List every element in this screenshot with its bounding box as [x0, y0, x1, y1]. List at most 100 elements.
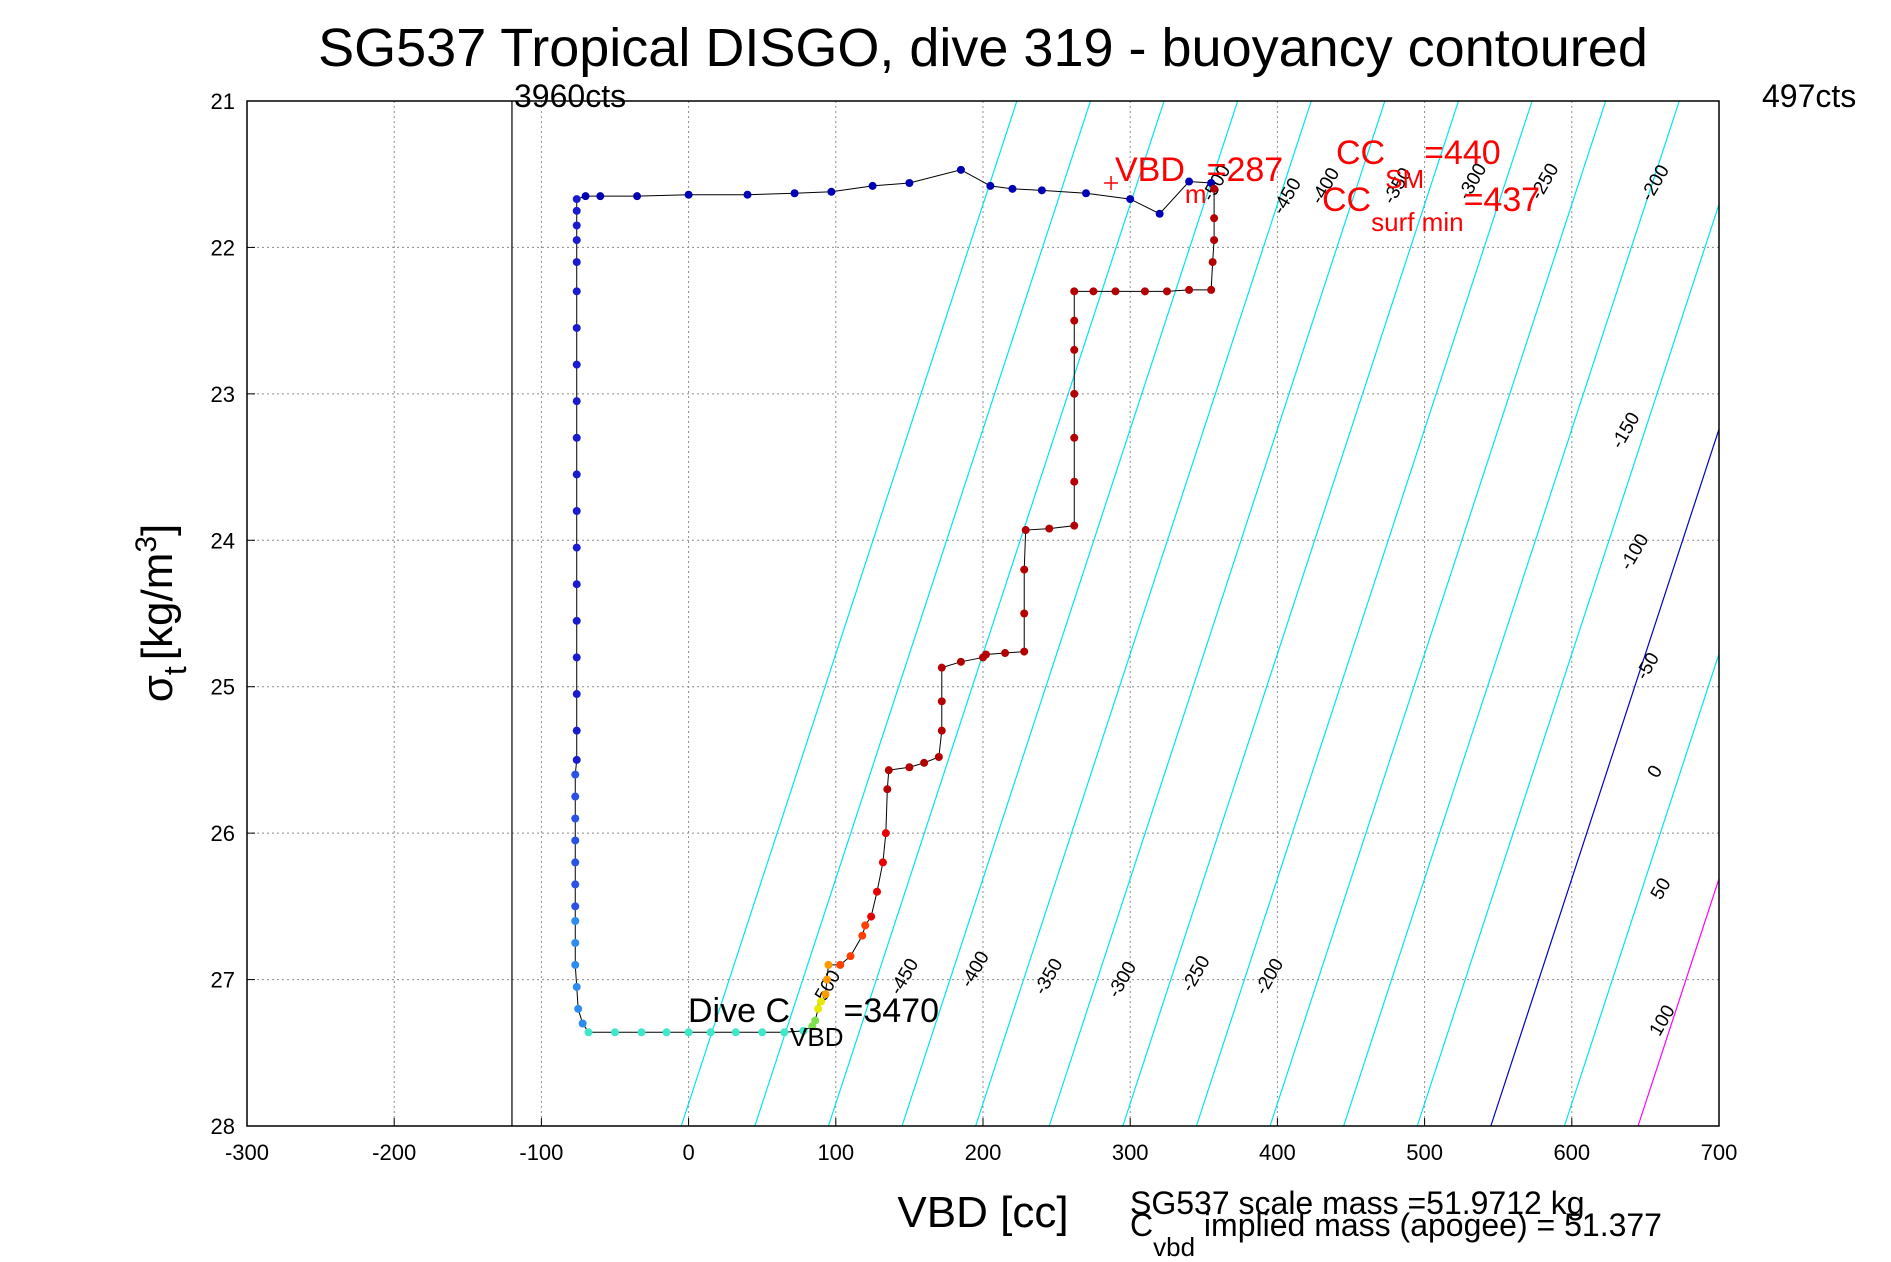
data-point — [1126, 195, 1135, 204]
cc-sm-annotation: CCSM=440 — [1336, 134, 1501, 194]
data-point — [1070, 316, 1079, 325]
data-point — [571, 814, 580, 823]
data-point — [811, 1016, 820, 1025]
data-point — [571, 902, 580, 911]
data-point — [596, 192, 605, 201]
dive-trace — [574, 169, 1215, 1033]
contour-labels: -500 -450 -400 -350 -300 -250 -200-500 -450 -400… — [808, 160, 1680, 1040]
data-point — [1001, 649, 1010, 658]
data-point — [572, 543, 581, 552]
data-point — [861, 921, 870, 930]
data-point — [572, 580, 581, 589]
data-point — [867, 912, 876, 921]
contour-line — [1048, 100, 1386, 1127]
cc-surf-value: =437 — [1464, 181, 1541, 219]
contour-line — [1416, 204, 1720, 1127]
data-point — [684, 190, 693, 199]
data-point — [827, 187, 836, 196]
vbd-m-value: =287 — [1207, 151, 1284, 189]
data-point — [662, 1028, 671, 1037]
data-point — [1070, 287, 1079, 296]
vbd-marker — [1104, 176, 1119, 190]
data-point — [572, 397, 581, 406]
scale-mass-note: SG537 scale mass =51.9712 kg — [1130, 1185, 1585, 1221]
data-point — [578, 1019, 587, 1028]
data-point — [758, 1028, 767, 1037]
data-point — [920, 758, 929, 767]
data-point — [571, 792, 580, 801]
cc-sm-value: =440 — [1424, 134, 1501, 172]
x-tick-label: 600 — [1553, 1140, 1590, 1165]
data-point — [572, 221, 581, 230]
contour-label: -150 — [1607, 409, 1644, 452]
data-point — [633, 192, 642, 201]
right-top-label: 497cts — [1762, 78, 1856, 114]
data-point — [731, 1028, 740, 1037]
contour-line — [1122, 100, 1460, 1127]
data-point — [1070, 477, 1079, 486]
data-point — [572, 287, 581, 296]
data-point — [571, 938, 580, 947]
data-point — [1210, 214, 1219, 223]
data-point — [836, 960, 845, 969]
data-point — [799, 1026, 808, 1035]
contour-line — [827, 100, 1165, 1127]
data-point — [572, 726, 581, 735]
data-point — [868, 181, 877, 190]
cc-sm-main: CC — [1336, 134, 1385, 172]
x-tick-label: 700 — [1701, 1140, 1738, 1165]
cc-surf-annotation: CCsurf min=437 — [1322, 181, 1540, 237]
y-axis-label: σt [kg/m3] — [130, 524, 193, 703]
x-tick-label: -100 — [519, 1140, 563, 1165]
data-point — [1037, 186, 1046, 195]
contour-line — [680, 100, 1018, 1127]
data-point — [1021, 526, 1030, 535]
data-point — [1111, 287, 1120, 296]
data-point — [572, 982, 581, 991]
data-point — [1070, 433, 1079, 442]
dive-cvbd-sub: VBD — [790, 1022, 843, 1052]
data-point — [956, 165, 965, 174]
data-point — [1045, 524, 1054, 533]
implied-mass-note: Cvbd implied mass (apogee) = 51.377 — [1130, 1207, 1662, 1262]
data-point — [1185, 285, 1194, 294]
data-point — [873, 887, 882, 896]
x-tick-label: 500 — [1406, 1140, 1443, 1165]
data-point — [684, 1028, 693, 1037]
y-tick-label: 24 — [211, 528, 235, 553]
data-point — [822, 975, 831, 984]
y-axis-label-main: σ — [133, 675, 182, 702]
data-point — [1008, 184, 1017, 193]
cc-sm-sub: SM — [1385, 164, 1424, 194]
y-tick-label: 23 — [211, 382, 235, 407]
implied-main: C — [1130, 1207, 1153, 1243]
data-point — [883, 785, 892, 794]
vbd-m-main: VBD — [1115, 151, 1185, 189]
data-point — [981, 650, 990, 659]
vbd-m-sub: m — [1185, 179, 1207, 209]
data-point — [572, 323, 581, 332]
y-tick-label: 26 — [211, 821, 235, 846]
data-point — [571, 836, 580, 845]
data-point — [572, 470, 581, 479]
contour-label: -200 — [1637, 161, 1674, 204]
chart-title: SG537 Tropical DISGO, dive 319 - buoyanc… — [318, 18, 1648, 78]
data-point — [611, 1028, 619, 1037]
trace-line — [574, 169, 1215, 1033]
grid-lines — [246, 100, 1720, 1127]
data-point — [1089, 287, 1098, 296]
x-axis-label: VBD [cc] — [897, 1188, 1068, 1237]
contour-line — [754, 100, 1092, 1127]
y-axis-label-sup: 3 — [130, 536, 163, 553]
data-point — [1070, 389, 1079, 398]
data-point — [571, 917, 580, 925]
data-point — [1020, 609, 1029, 618]
contour-label: -250 — [1177, 952, 1214, 995]
contour-label: -200 — [1251, 955, 1288, 998]
plot-frame — [246, 100, 1720, 1127]
contour-line — [1343, 100, 1680, 1127]
data-point — [572, 616, 581, 625]
data-point — [846, 952, 855, 961]
y-tick-label: 28 — [211, 1114, 235, 1139]
x-tick-label: -300 — [225, 1140, 269, 1165]
